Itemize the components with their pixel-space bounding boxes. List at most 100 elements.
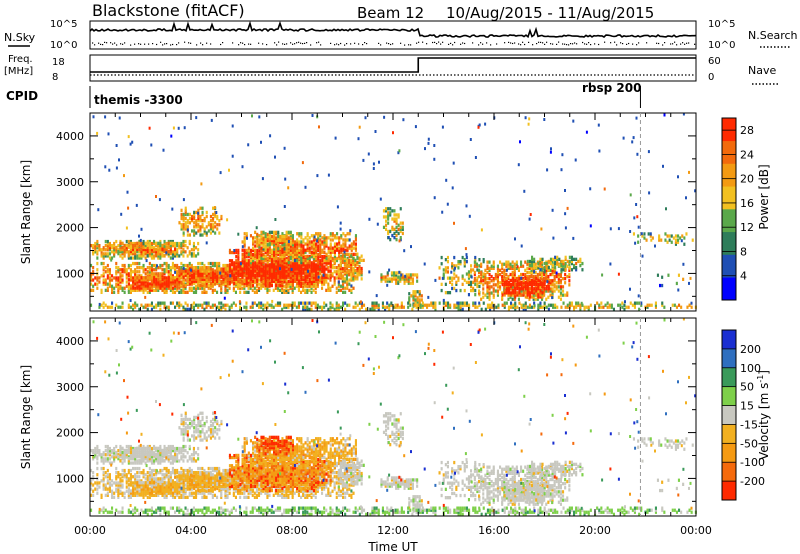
power-cell (543, 287, 546, 291)
power-cell (321, 259, 324, 263)
power-cell (140, 303, 143, 307)
power-cell (520, 305, 523, 309)
power-cell (146, 247, 149, 252)
power-cell (140, 278, 143, 282)
power-cell (146, 276, 149, 280)
power-cell (388, 303, 391, 307)
power-cell (674, 238, 677, 242)
power-cell (551, 279, 554, 283)
power-cell (371, 303, 374, 307)
power-cell (339, 264, 342, 269)
power-cell (165, 280, 168, 284)
power-cell (457, 301, 460, 305)
power-cell (119, 278, 122, 282)
power-cell (184, 307, 187, 311)
power-cell (199, 219, 202, 223)
power-cell (416, 273, 419, 277)
power-cell (416, 290, 419, 294)
nsearch-point (510, 42, 512, 44)
power-cell (199, 206, 202, 210)
power-cell (273, 267, 276, 271)
power-cell (321, 263, 324, 267)
power-cell (688, 303, 691, 307)
power-cell (287, 275, 290, 279)
power-cell (153, 278, 156, 282)
power-cell (543, 285, 546, 289)
nsearch-point (656, 42, 658, 44)
power-cell (174, 252, 177, 256)
power-cell (226, 288, 229, 292)
power-cell (136, 284, 139, 288)
power-cell (144, 243, 147, 248)
power-cell (146, 274, 149, 278)
power-cell (348, 303, 351, 307)
power-cell (193, 210, 196, 215)
power-cell (386, 273, 389, 277)
power-cell (524, 274, 527, 279)
power-cell (306, 246, 309, 250)
power-cell (298, 244, 301, 248)
power-cell (346, 303, 349, 307)
power-cell (399, 207, 402, 211)
power-cell (394, 305, 397, 309)
power-cell (339, 269, 342, 273)
power-cell (102, 254, 105, 258)
power-cell (182, 286, 185, 290)
power-cell (107, 132, 110, 136)
power-cell (174, 263, 177, 268)
power-cell (100, 303, 103, 307)
power-cell (647, 232, 650, 236)
power-cell (304, 260, 307, 265)
power-cell (312, 259, 315, 263)
power-cell (352, 260, 355, 264)
power-cell (254, 273, 257, 277)
power-cell (129, 142, 132, 146)
power-cell (291, 248, 294, 253)
power-cell (480, 297, 483, 301)
power-cell (488, 281, 491, 285)
power-cell (279, 250, 282, 254)
power-cell (570, 268, 573, 272)
nave-tick-top: 60 (708, 56, 721, 67)
nsearch-point (576, 43, 578, 45)
power-cell (340, 236, 343, 240)
power-cell (275, 259, 278, 263)
power-cell (420, 294, 423, 298)
power-cell (316, 282, 319, 286)
power-cell (254, 275, 257, 279)
power-cell (245, 248, 248, 253)
nsearch-point (452, 44, 454, 46)
power-cell (255, 288, 258, 292)
power-cell (501, 278, 504, 283)
power-cell (488, 260, 491, 264)
power-cell (294, 277, 297, 281)
power-cell (186, 271, 189, 275)
power-cell (310, 240, 313, 244)
nsearch-point (294, 43, 296, 45)
power-cell (513, 268, 516, 272)
power-cell (385, 227, 388, 231)
nsearch-point (464, 42, 466, 45)
power-cell (115, 272, 118, 276)
power-cell (517, 285, 520, 289)
power-cell (585, 130, 588, 134)
power-cell (270, 252, 273, 257)
power-cell (123, 254, 126, 258)
power-cell (526, 280, 529, 285)
power-cell (636, 301, 639, 305)
power-cell (321, 275, 324, 279)
power-cell (405, 277, 408, 281)
power-cell (557, 272, 560, 277)
power-cell (249, 260, 252, 265)
power-cell (159, 282, 162, 286)
power-cell (190, 303, 193, 307)
power-cell (243, 265, 246, 269)
power-cell (352, 271, 355, 275)
power-cell (331, 258, 334, 263)
power-cell (308, 281, 311, 286)
power-cell (203, 307, 206, 311)
power-cell (130, 284, 133, 288)
power-cell (155, 288, 158, 292)
power-cell (138, 286, 141, 290)
power-cell (224, 307, 227, 311)
